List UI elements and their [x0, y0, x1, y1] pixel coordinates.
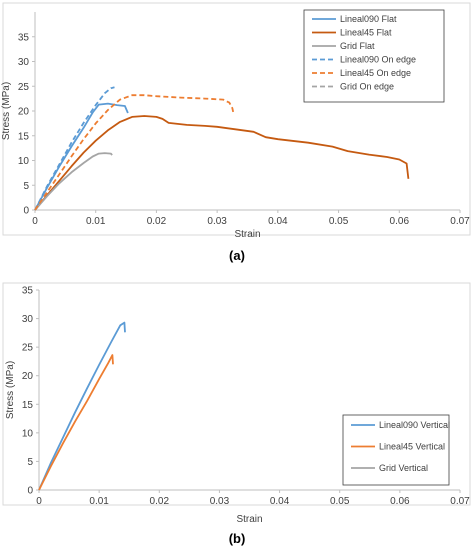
y-tick-label: 30: [22, 314, 34, 325]
y-tick-label: 10: [22, 428, 34, 439]
legend: Lineal090 Vertical Lineal45 Vertical Grid …: [342, 414, 450, 486]
legend-label: Lineal090 On edge: [340, 55, 416, 65]
x-tick-label: 0.07: [450, 216, 470, 227]
y-tick-label: 0: [27, 486, 33, 497]
legend-box: [303, 9, 445, 103]
x-tick-label: 0.04: [270, 496, 290, 507]
x-tick-label: 0.04: [268, 216, 288, 227]
y-tick-label: 35: [18, 32, 30, 43]
y-tick-label: 5: [23, 181, 29, 192]
y-tick-label: 20: [18, 107, 30, 118]
x-tick-label: 0.01: [89, 496, 109, 507]
chart-panel-b: 0 0.01 0.02 0.03 0.04 0.05 0.06 0.07 0 5 10 15 20 25 3…: [2, 282, 471, 525]
x-tick-label: 0.06: [390, 496, 410, 507]
legend-label: Lineal090 Vertical: [379, 420, 450, 430]
series-line: [38, 321, 126, 491]
x-tick-label: 0.07: [450, 496, 470, 507]
legend-label: Grid Flat: [340, 41, 375, 51]
x-tick-label: 0: [32, 216, 38, 227]
x-tick-label: 0.02: [147, 216, 167, 227]
series-line: [38, 354, 114, 491]
y-tick-label: 15: [22, 400, 34, 411]
y-axis-title: Stress (MPa): [5, 361, 16, 419]
x-tick-label: 0: [36, 496, 42, 507]
legend: Lineal090 Flat Lineal45 Flat Grid Flat Line…: [303, 9, 445, 103]
y-tick-label: 25: [18, 82, 30, 93]
legend-label: Lineal090 Flat: [340, 14, 397, 24]
x-tick-label: 0.01: [86, 216, 106, 227]
legend-label: Lineal45 On edge: [340, 68, 411, 78]
x-axis-title: Strain: [236, 514, 262, 525]
series-line: [34, 152, 113, 211]
x-tick-label: 0.02: [150, 496, 170, 507]
y-tick-label: 25: [22, 343, 34, 354]
x-tick-label: 0.06: [390, 216, 410, 227]
x-axis-title: Strain: [234, 229, 260, 240]
panel-label: (a): [229, 248, 245, 263]
legend-label: Lineal45 Flat: [340, 28, 392, 38]
y-tick-label: 30: [18, 57, 30, 68]
y-tick-label: 20: [22, 371, 34, 382]
y-tick-label: 35: [22, 286, 34, 297]
legend-label: Grid On edge: [340, 82, 394, 92]
y-tick-label: 15: [18, 131, 30, 142]
x-tick-label: 0.05: [329, 216, 349, 227]
x-tick-label: 0.03: [207, 216, 227, 227]
panel-label: (b): [229, 531, 246, 546]
series-line: [34, 86, 115, 211]
y-tick-label: 10: [18, 156, 30, 167]
legend-box: [342, 414, 450, 486]
series-line: [34, 94, 235, 211]
legend-label: Grid Vertical: [379, 463, 428, 473]
y-tick-label: 0: [23, 206, 29, 217]
series-line: [34, 115, 410, 211]
y-tick-label: 5: [27, 457, 33, 468]
x-tick-label: 0.03: [210, 496, 230, 507]
x-tick-label: 0.05: [330, 496, 350, 507]
chart-panel-a: 0 0.01 0.02 0.03 0.04 0.05 0.06 0.07 0 5 10 15 20 25 3…: [1, 2, 471, 240]
y-axis-title: Stress (MPa): [1, 82, 12, 140]
legend-label: Lineal45 Vertical: [379, 442, 445, 452]
